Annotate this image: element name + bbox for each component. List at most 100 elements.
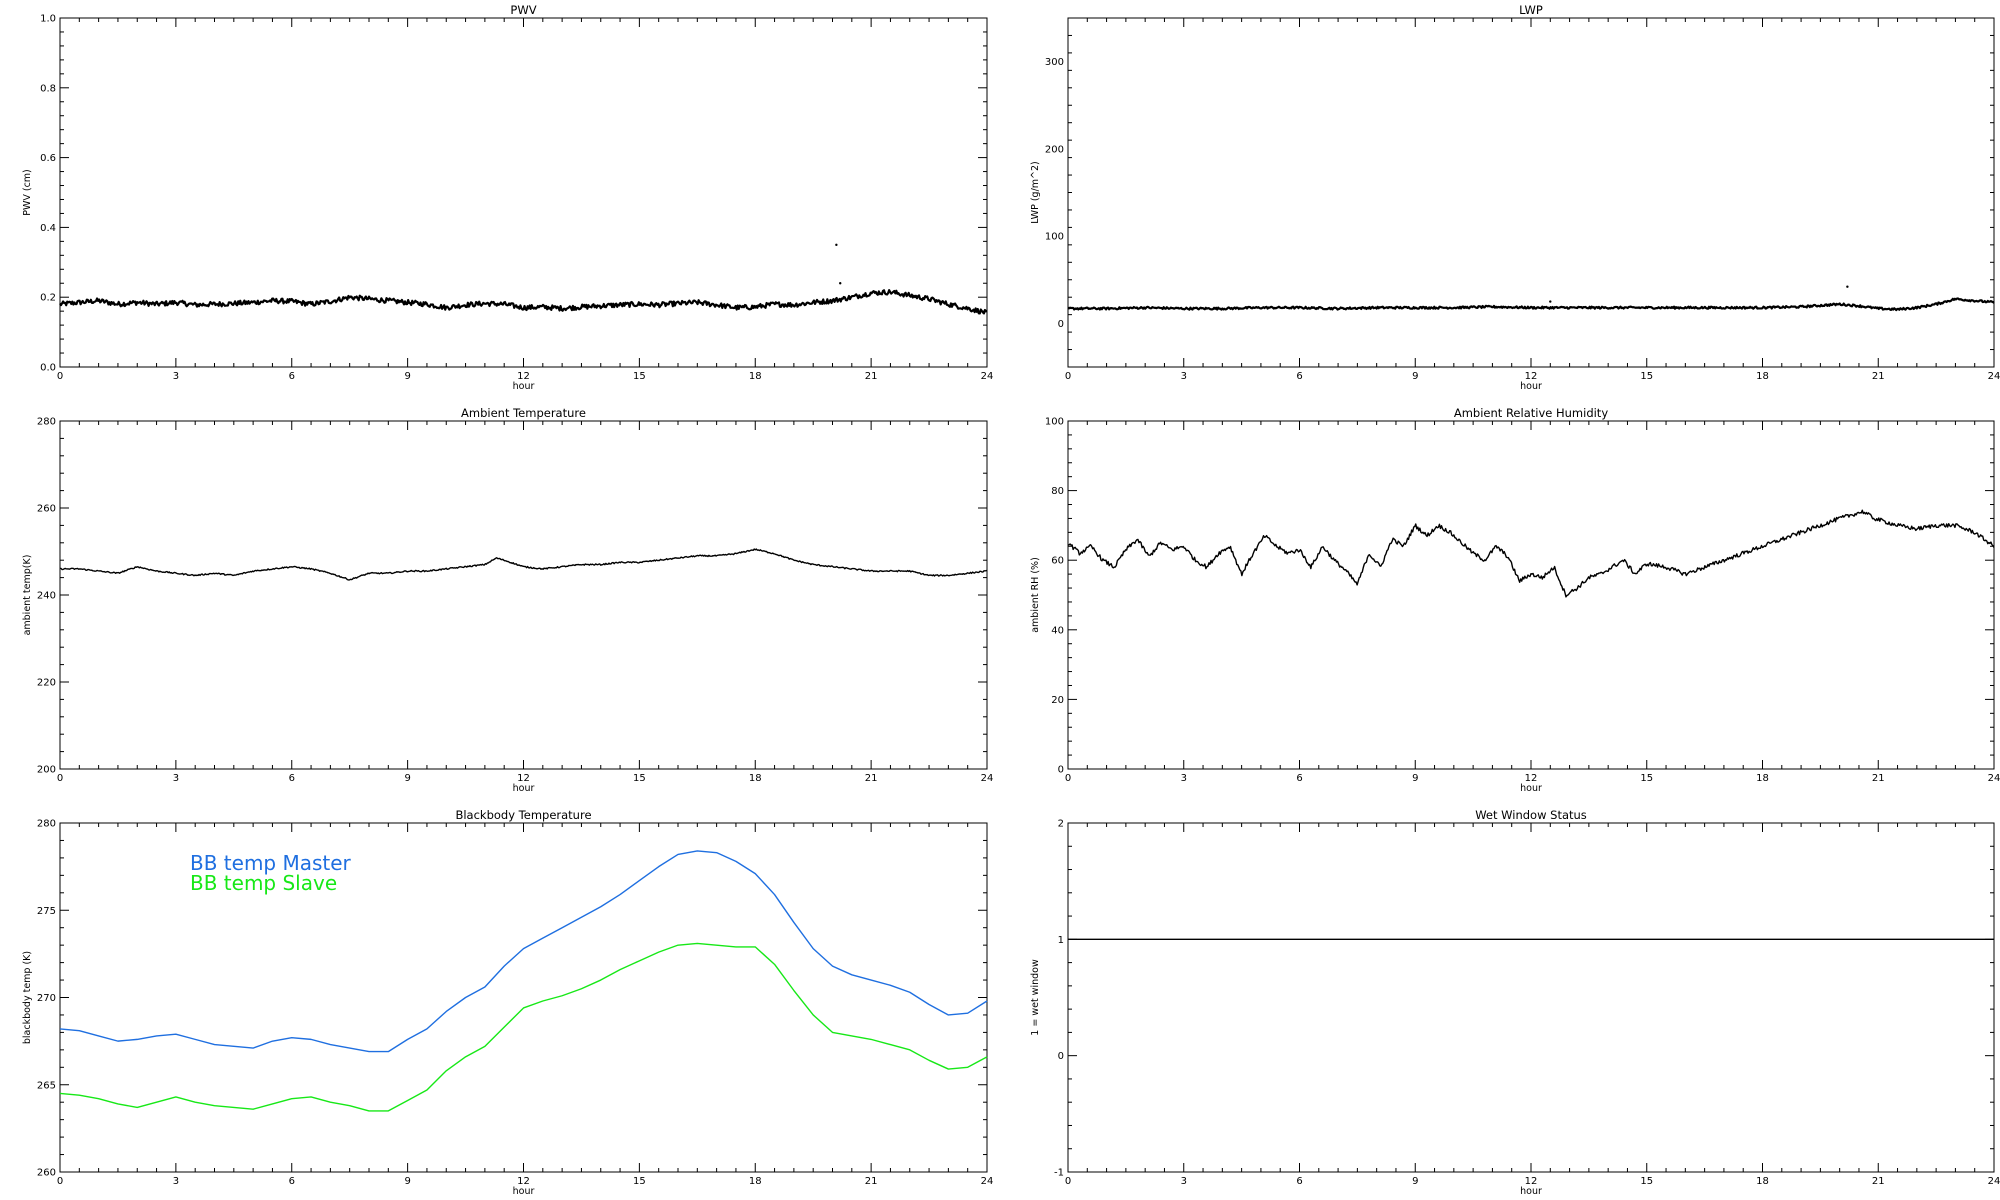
series-line-1 [59, 289, 988, 315]
x-tick-label: 0 [1065, 1176, 1071, 1187]
y-tick-label: 280 [37, 819, 56, 830]
chart-panel-2: LWP 0 3 6 9 12 15 18 21 24 hour 0 100 200 300 LWP (g/m^… [1030, 3, 2000, 392]
series-line-1 [1067, 297, 1995, 312]
x-tick-label: 9 [1412, 773, 1418, 784]
x-tick-label: 6 [289, 773, 295, 784]
x-tick-label: 12 [1525, 773, 1538, 784]
x-tick-label: 24 [1988, 773, 2000, 784]
chart-title: PWV [510, 3, 536, 17]
y-tick-label: 80 [1051, 486, 1064, 497]
series-line-1 [1067, 509, 1995, 598]
x-axis-label: hour [1520, 1186, 1542, 1197]
x-tick-label: 18 [749, 1176, 762, 1187]
y-axis-label: LWP (g/m^2) [1030, 161, 1041, 223]
x-tick-label: 6 [1296, 773, 1302, 784]
y-tick-label: 270 [37, 993, 56, 1004]
plot-frame [59, 17, 988, 368]
y-tick-label: 0 [1058, 319, 1064, 330]
y-tick-label: 280 [37, 417, 56, 428]
x-tick-label: 12 [517, 1176, 530, 1187]
y-tick-label: 200 [37, 765, 56, 776]
chart-panel-4: Ambient Relative Humidity 0 3 6 9 12 15 18 21 24 h… [1030, 406, 2000, 794]
data-point [835, 243, 838, 247]
x-tick-label: 12 [1525, 1176, 1538, 1187]
y-tick-label: 0 [1058, 765, 1064, 776]
x-tick-label: 18 [1756, 1176, 1769, 1187]
x-tick-label: 18 [1756, 773, 1769, 784]
x-tick-label: 3 [1181, 371, 1187, 382]
y-axis-label: ambient temp(K) [22, 555, 33, 636]
x-tick-label: 0 [1065, 371, 1071, 382]
legend-entry: BB temp Master [190, 851, 352, 875]
x-tick-label: 12 [517, 773, 530, 784]
y-tick-label: 300 [1045, 57, 1064, 68]
x-axis-label: hour [513, 783, 535, 794]
x-tick-label: 18 [1756, 371, 1769, 382]
x-tick-label: 3 [173, 1176, 179, 1187]
x-tick-label: 9 [404, 371, 410, 382]
x-tick-label: 15 [633, 773, 646, 784]
data-point [839, 282, 842, 285]
x-tick-label: 0 [1065, 773, 1071, 784]
y-tick-label: 100 [1045, 232, 1064, 243]
y-tick-label: 1 [1058, 935, 1064, 946]
y-tick-label: 0.0 [40, 363, 56, 374]
x-tick-label: 21 [865, 773, 878, 784]
y-tick-label: 240 [37, 591, 56, 602]
y-tick-label: 0.2 [40, 293, 56, 304]
y-tick-label: 1.0 [40, 14, 56, 25]
y-axis-label: blackbody temp (K) [22, 951, 33, 1044]
x-axis-label: hour [513, 1186, 535, 1197]
y-tick-label: 200 [1045, 144, 1064, 155]
y-tick-label: 20 [1051, 695, 1064, 706]
x-axis-label: hour [1520, 381, 1542, 392]
y-tick-label: 0.8 [40, 83, 56, 94]
x-tick-label: 21 [1872, 1176, 1885, 1187]
x-tick-label: 21 [865, 1176, 878, 1187]
x-tick-label: 21 [1872, 371, 1885, 382]
data-point [1549, 300, 1552, 303]
x-tick-label: 3 [173, 371, 179, 382]
x-tick-label: 24 [1988, 371, 2000, 382]
y-axis-label: ambient RH (%) [1030, 557, 1041, 633]
y-axis-label: 1 = wet window [1030, 959, 1041, 1036]
x-axis-label: hour [513, 381, 535, 392]
y-tick-label: 260 [37, 1168, 56, 1179]
y-tick-label: 220 [37, 678, 56, 689]
x-tick-label: 24 [981, 1176, 994, 1187]
x-tick-label: 6 [289, 371, 295, 382]
x-tick-label: 3 [1181, 1176, 1187, 1187]
x-tick-label: 21 [1872, 773, 1885, 784]
chart-panel-5: Blackbody Temperature 0 3 6 9 12 15 18 21 24 hour 2… [22, 808, 993, 1197]
x-tick-label: 24 [981, 773, 994, 784]
chart-title: Ambient Temperature [461, 406, 586, 420]
x-tick-label: 9 [1412, 1176, 1418, 1187]
plot-frame [1067, 822, 1995, 1173]
x-tick-label: 0 [57, 1176, 63, 1187]
x-tick-label: 15 [1640, 371, 1653, 382]
y-tick-label: 60 [1051, 556, 1064, 567]
x-tick-label: 9 [404, 773, 410, 784]
series-line-2 [59, 942, 988, 1112]
y-tick-label: 275 [37, 906, 56, 917]
y-tick-label: 40 [1051, 625, 1064, 636]
chart-title: Wet Window Status [1475, 808, 1587, 822]
x-tick-label: 9 [404, 1176, 410, 1187]
x-tick-label: 6 [289, 1176, 295, 1187]
y-tick-label: 0.4 [40, 223, 56, 234]
series-line-1 [59, 548, 988, 581]
y-tick-label: 265 [37, 1080, 56, 1091]
plot-frame [59, 420, 988, 770]
x-tick-label: 15 [1640, 1176, 1653, 1187]
plot-frame [1067, 17, 1995, 368]
y-tick-label: 260 [37, 504, 56, 515]
x-tick-label: 18 [749, 371, 762, 382]
y-tick-label: 0 [1058, 1051, 1064, 1062]
y-tick-label: 100 [1045, 417, 1064, 428]
x-tick-label: 15 [633, 1176, 646, 1187]
x-tick-label: 18 [749, 773, 762, 784]
chart-title: Ambient Relative Humidity [1454, 406, 1608, 420]
legend-entry: BB temp Slave [190, 871, 337, 895]
